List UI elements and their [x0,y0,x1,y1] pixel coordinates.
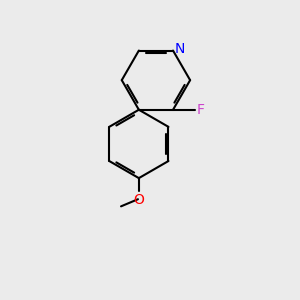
Text: N: N [175,42,185,56]
Text: O: O [134,193,144,207]
Text: F: F [196,103,204,117]
